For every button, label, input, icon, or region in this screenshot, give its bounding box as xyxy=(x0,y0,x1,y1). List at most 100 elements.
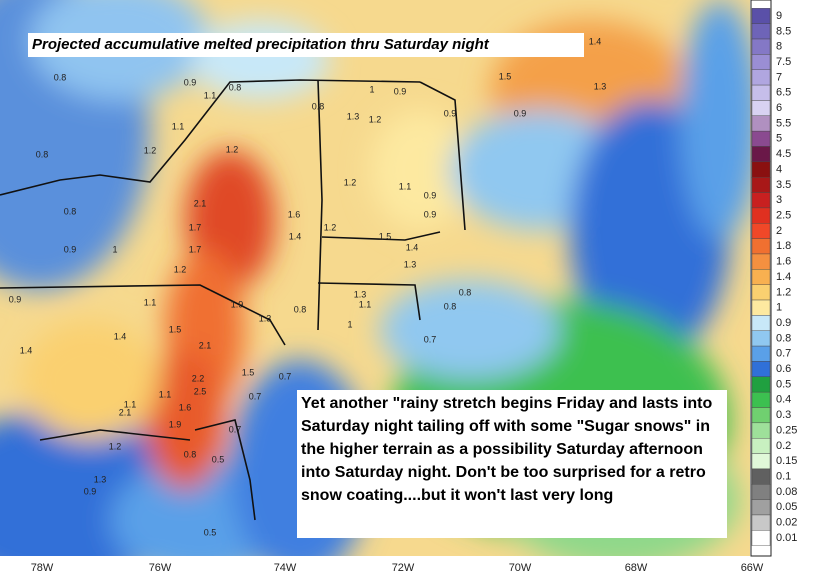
colorbar-label: 1.6 xyxy=(776,256,791,268)
map-value: 0.9 xyxy=(394,86,407,96)
map-value: 1 xyxy=(347,319,352,329)
map-value: 1.3 xyxy=(354,289,367,299)
colorbar-label: 5.5 xyxy=(776,117,791,129)
map-value: 1.1 xyxy=(399,181,412,191)
map-value: 1.1 xyxy=(359,299,372,309)
borders xyxy=(0,79,466,521)
map-value: 0.9 xyxy=(444,108,457,118)
colorbar-swatch xyxy=(751,376,771,393)
colorbar-label: 7.5 xyxy=(776,56,791,68)
colorbar-label: 0.6 xyxy=(776,363,791,375)
colorbar-label: 2.5 xyxy=(776,209,791,221)
map-value: 0.7 xyxy=(249,391,262,401)
map-value: 1.2 xyxy=(226,144,239,154)
title: Projected accumulative melted precipitat… xyxy=(28,33,584,57)
map-value: 0.7 xyxy=(279,371,292,381)
colorbar-swatch xyxy=(751,438,771,454)
map-value: 0.8 xyxy=(54,72,67,82)
colorbar-label: 6 xyxy=(776,102,782,114)
map-value: 1.2 xyxy=(109,441,122,451)
colorbar-label: 9 xyxy=(776,10,782,22)
colorbar-swatch xyxy=(751,146,771,163)
colorbar-label: 5 xyxy=(776,133,782,145)
colorbar-frame xyxy=(750,0,772,557)
map-value: 1.1 xyxy=(124,399,137,409)
colorbar-label: 6.5 xyxy=(776,87,791,99)
colorbar-swatch xyxy=(751,54,771,70)
colorbar-label: 0.4 xyxy=(776,394,791,406)
colorbar-swatch xyxy=(751,253,771,270)
map-value: 1.5 xyxy=(379,231,392,241)
map-value: 1.6 xyxy=(179,402,192,412)
colorbar-label: 1.4 xyxy=(776,271,791,283)
map-value: 1.1 xyxy=(204,90,217,100)
colorbar-label: 4 xyxy=(776,163,782,175)
colorbar-swatch xyxy=(751,177,771,193)
colorbar-label: 0.8 xyxy=(776,332,791,344)
colorbar-swatch xyxy=(751,315,771,331)
map-value: 1.3 xyxy=(94,474,107,484)
longitude-label: 68W xyxy=(625,562,648,574)
map-value: 1.4 xyxy=(289,231,302,241)
map-value: 1.1 xyxy=(159,389,172,399)
colorbar-swatch xyxy=(751,499,771,516)
colorbar-swatch xyxy=(751,299,771,316)
colorbar-swatch xyxy=(751,422,771,439)
map-value: 0.9 xyxy=(64,244,77,254)
colorbar-swatch xyxy=(751,207,771,224)
annotation: Yet another "rainy stretch begins Friday… xyxy=(297,390,727,538)
map-value: 0.8 xyxy=(294,304,307,314)
map-value: 1.7 xyxy=(189,244,202,254)
colorbar-swatch xyxy=(751,468,771,485)
colorbar-label: 0.15 xyxy=(776,455,797,467)
map-value: 1.5 xyxy=(499,71,512,81)
colorbar-label: 4.5 xyxy=(776,148,791,160)
map-value: 2.2 xyxy=(192,373,205,383)
colorbar-swatch xyxy=(751,100,771,116)
map-value: 1.3 xyxy=(259,313,272,323)
map-value: 1.1 xyxy=(144,297,157,307)
colorbar-label: 1.2 xyxy=(776,286,791,298)
map-value: 1.4 xyxy=(406,242,419,252)
colorbar-swatch xyxy=(751,530,771,546)
map-value: 1.7 xyxy=(189,222,202,232)
colorbar-label: 8 xyxy=(776,41,782,53)
map-value: 0.8 xyxy=(444,301,457,311)
map-value: 1.2 xyxy=(369,114,382,124)
colorbar-label: 0.01 xyxy=(776,532,797,544)
colorbar-swatch xyxy=(751,514,771,531)
colorbar-swatch xyxy=(751,453,771,470)
colorbar-swatch xyxy=(751,115,771,132)
colorbar-label: 7 xyxy=(776,71,782,83)
map-value: 0.9 xyxy=(514,108,527,118)
map-value: 1.1 xyxy=(172,121,185,131)
map-value: 0.5 xyxy=(204,527,217,537)
colorbar-label: 0.7 xyxy=(776,348,791,360)
map-value: 2.5 xyxy=(194,386,207,396)
colorbar-label: 0.9 xyxy=(776,317,791,329)
colorbar-swatch xyxy=(751,130,771,147)
longitude-label: 76W xyxy=(149,562,172,574)
map-value: 0.9 xyxy=(424,209,437,219)
colorbar-swatch xyxy=(751,192,771,209)
map-value: 1.2 xyxy=(344,177,357,187)
colorbar-swatch xyxy=(751,284,771,301)
map-value: 0.8 xyxy=(64,206,77,216)
colorbar-label: 0.1 xyxy=(776,470,791,482)
colorbar-swatch xyxy=(751,269,771,285)
colorbar-label: 0.02 xyxy=(776,517,797,529)
longitude-label: 70W xyxy=(509,562,532,574)
map-value: 1.6 xyxy=(288,209,301,219)
map-value: 0.7 xyxy=(424,334,437,344)
map-value: 1.4 xyxy=(114,331,127,341)
map-value: 0.8 xyxy=(184,449,197,459)
colorbar-label: 0.5 xyxy=(776,378,791,390)
colorbar-swatch xyxy=(751,484,771,500)
longitude-label: 66W xyxy=(741,562,764,574)
colorbar-label: 0.25 xyxy=(776,424,797,436)
colorbar-swatch xyxy=(751,223,771,239)
longitude-label: 72W xyxy=(392,562,415,574)
colorbar-swatch xyxy=(751,407,771,424)
map-value: 0.8 xyxy=(36,149,49,159)
